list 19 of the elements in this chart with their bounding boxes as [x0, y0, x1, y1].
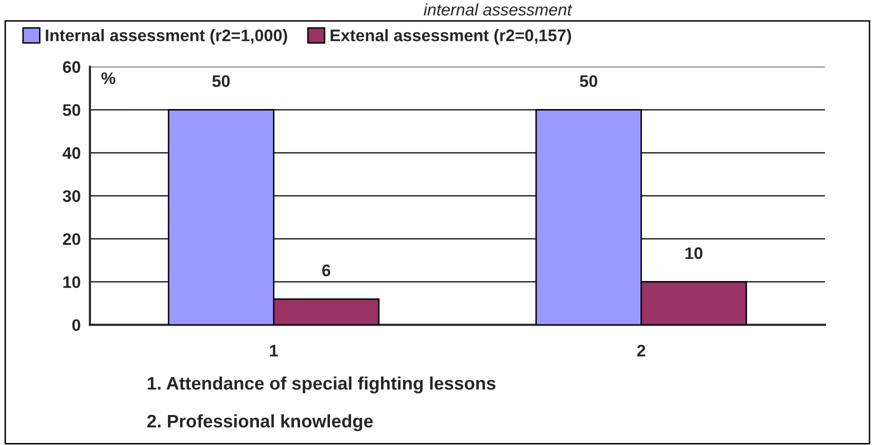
data-label: 6 [322, 264, 330, 276]
y-tick-label: 10 [63, 276, 80, 288]
legend-label: Internal assessment (r2=1,000) [46, 29, 288, 45]
chart-title: internal assessment [424, 3, 572, 16]
text: 2. Professional knowledge [147, 414, 373, 432]
y-tick-label: 60 [62, 61, 80, 73]
x-tick-label: 2 [637, 344, 646, 356]
data-label: 10 [686, 247, 702, 260]
y-tick-label: 20 [62, 233, 80, 246]
y-axis-title: % [101, 72, 116, 84]
data-label: 50 [580, 75, 598, 88]
text: 1. Attendance of special fighting lessons [148, 376, 496, 394]
y-tick-label: 40 [62, 147, 80, 159]
y-tick-label: 30 [62, 190, 80, 202]
legend-label: Extenal assessment (r2=0,157) [330, 29, 572, 45]
x-tick-label: 1 [270, 344, 278, 356]
data-label: 50 [212, 75, 230, 88]
y-tick-label: 0 [72, 319, 80, 332]
y-tick-label: 50 [62, 104, 80, 116]
